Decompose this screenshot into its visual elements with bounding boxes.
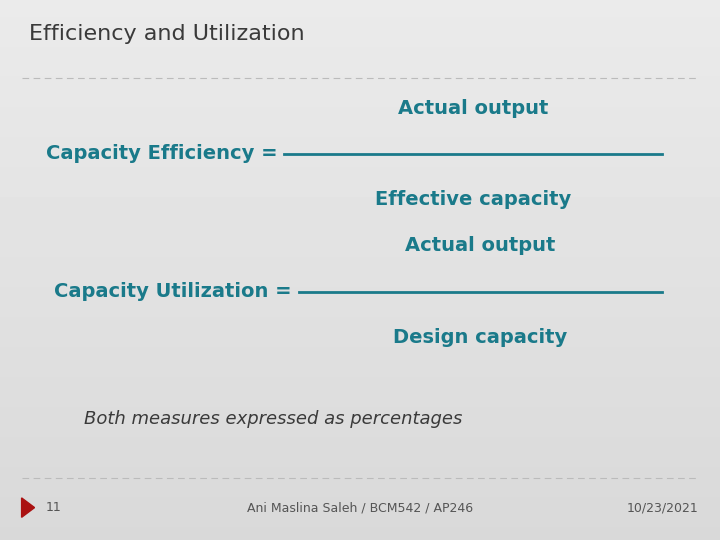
Text: 11: 11	[45, 501, 61, 514]
Text: Actual output: Actual output	[405, 236, 556, 255]
Text: Both measures expressed as percentages: Both measures expressed as percentages	[84, 409, 463, 428]
Text: Ani Maslina Saleh / BCM542 / AP246: Ani Maslina Saleh / BCM542 / AP246	[247, 501, 473, 514]
Text: Capacity Efficiency =: Capacity Efficiency =	[45, 144, 277, 164]
Polygon shape	[22, 498, 35, 517]
Text: Design capacity: Design capacity	[393, 328, 568, 347]
Text: Efficiency and Utilization: Efficiency and Utilization	[29, 24, 305, 44]
Text: Effective capacity: Effective capacity	[375, 190, 572, 210]
Text: 10/23/2021: 10/23/2021	[626, 501, 698, 514]
Text: Capacity Utilization =: Capacity Utilization =	[54, 282, 292, 301]
Text: Actual output: Actual output	[398, 98, 549, 118]
